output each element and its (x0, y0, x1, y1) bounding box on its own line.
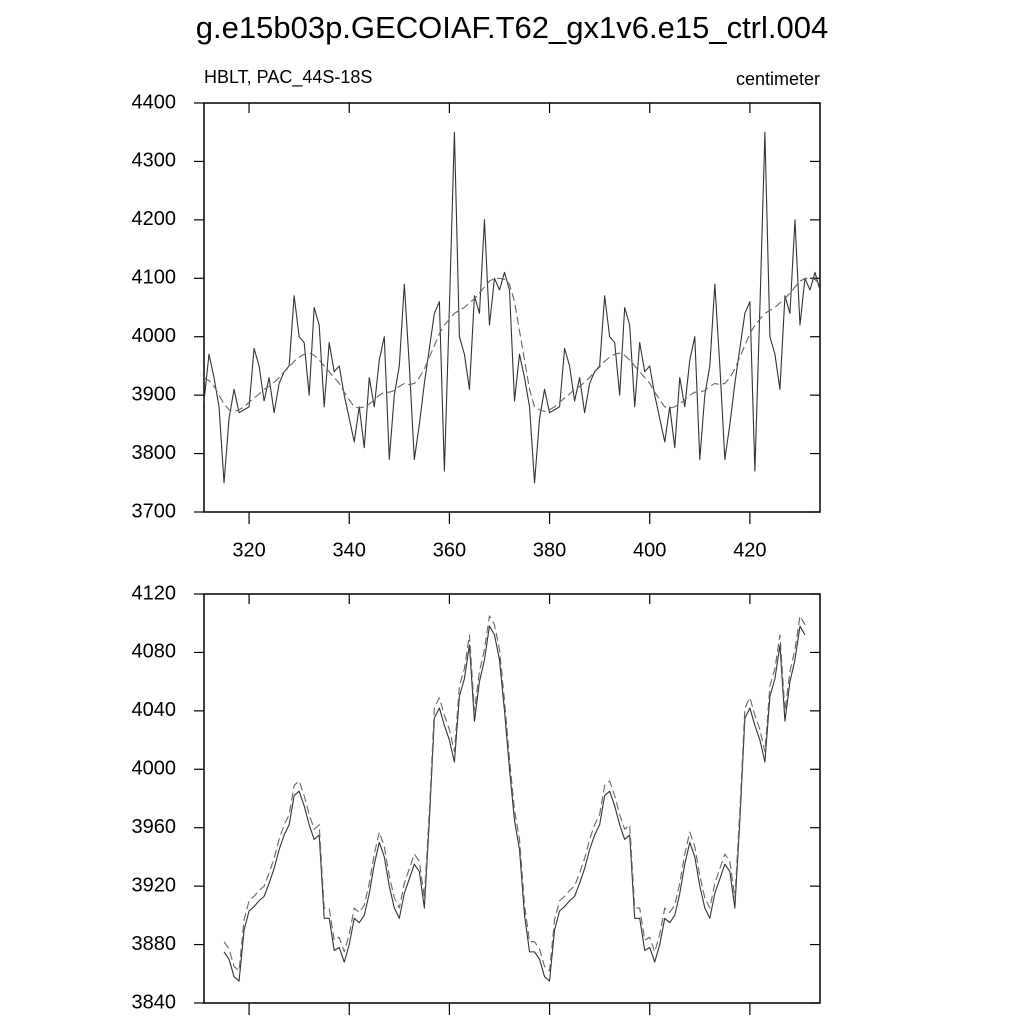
x-tick-label: 320 (232, 539, 265, 561)
y-tick-label: 4080 (132, 641, 177, 663)
series-line (223, 625, 806, 982)
y-tick-label: 4300 (132, 150, 177, 172)
subtitle: HBLT, PAC_44S-18S (204, 67, 372, 88)
y-tick-label: 4000 (132, 758, 177, 780)
series-line (203, 277, 821, 413)
y-tick-label: 4100 (132, 267, 177, 289)
series-line (203, 131, 821, 484)
x-tick-label: 400 (633, 539, 666, 561)
y-tick-label: 4400 (132, 91, 177, 113)
y-tick-label: 3800 (132, 442, 177, 464)
y-tick-label: 4000 (132, 325, 177, 347)
units-label: centimeter (736, 69, 820, 89)
x-tick-label: 420 (733, 539, 766, 561)
chart-title: g.e15b03p.GECOIAF.T62_gx1v6.e15_ctrl.004 (196, 10, 828, 45)
y-tick-label: 3700 (132, 500, 177, 522)
y-tick-label: 3960 (132, 816, 177, 838)
y-tick-label: 3840 (132, 991, 177, 1013)
plot-frame (203, 102, 821, 513)
y-tick-label: 3880 (132, 933, 177, 955)
series-line (223, 615, 806, 972)
y-tick-label: 4040 (132, 699, 177, 721)
y-tick-label: 3900 (132, 383, 177, 405)
y-tick-label: 4200 (132, 208, 177, 230)
y-tick-label: 3920 (132, 874, 177, 896)
x-tick-label: 360 (433, 539, 466, 561)
x-tick-label: 380 (533, 539, 566, 561)
x-tick-label: 340 (333, 539, 366, 561)
y-tick-label: 4120 (132, 582, 177, 604)
plot-frame (203, 593, 821, 1004)
